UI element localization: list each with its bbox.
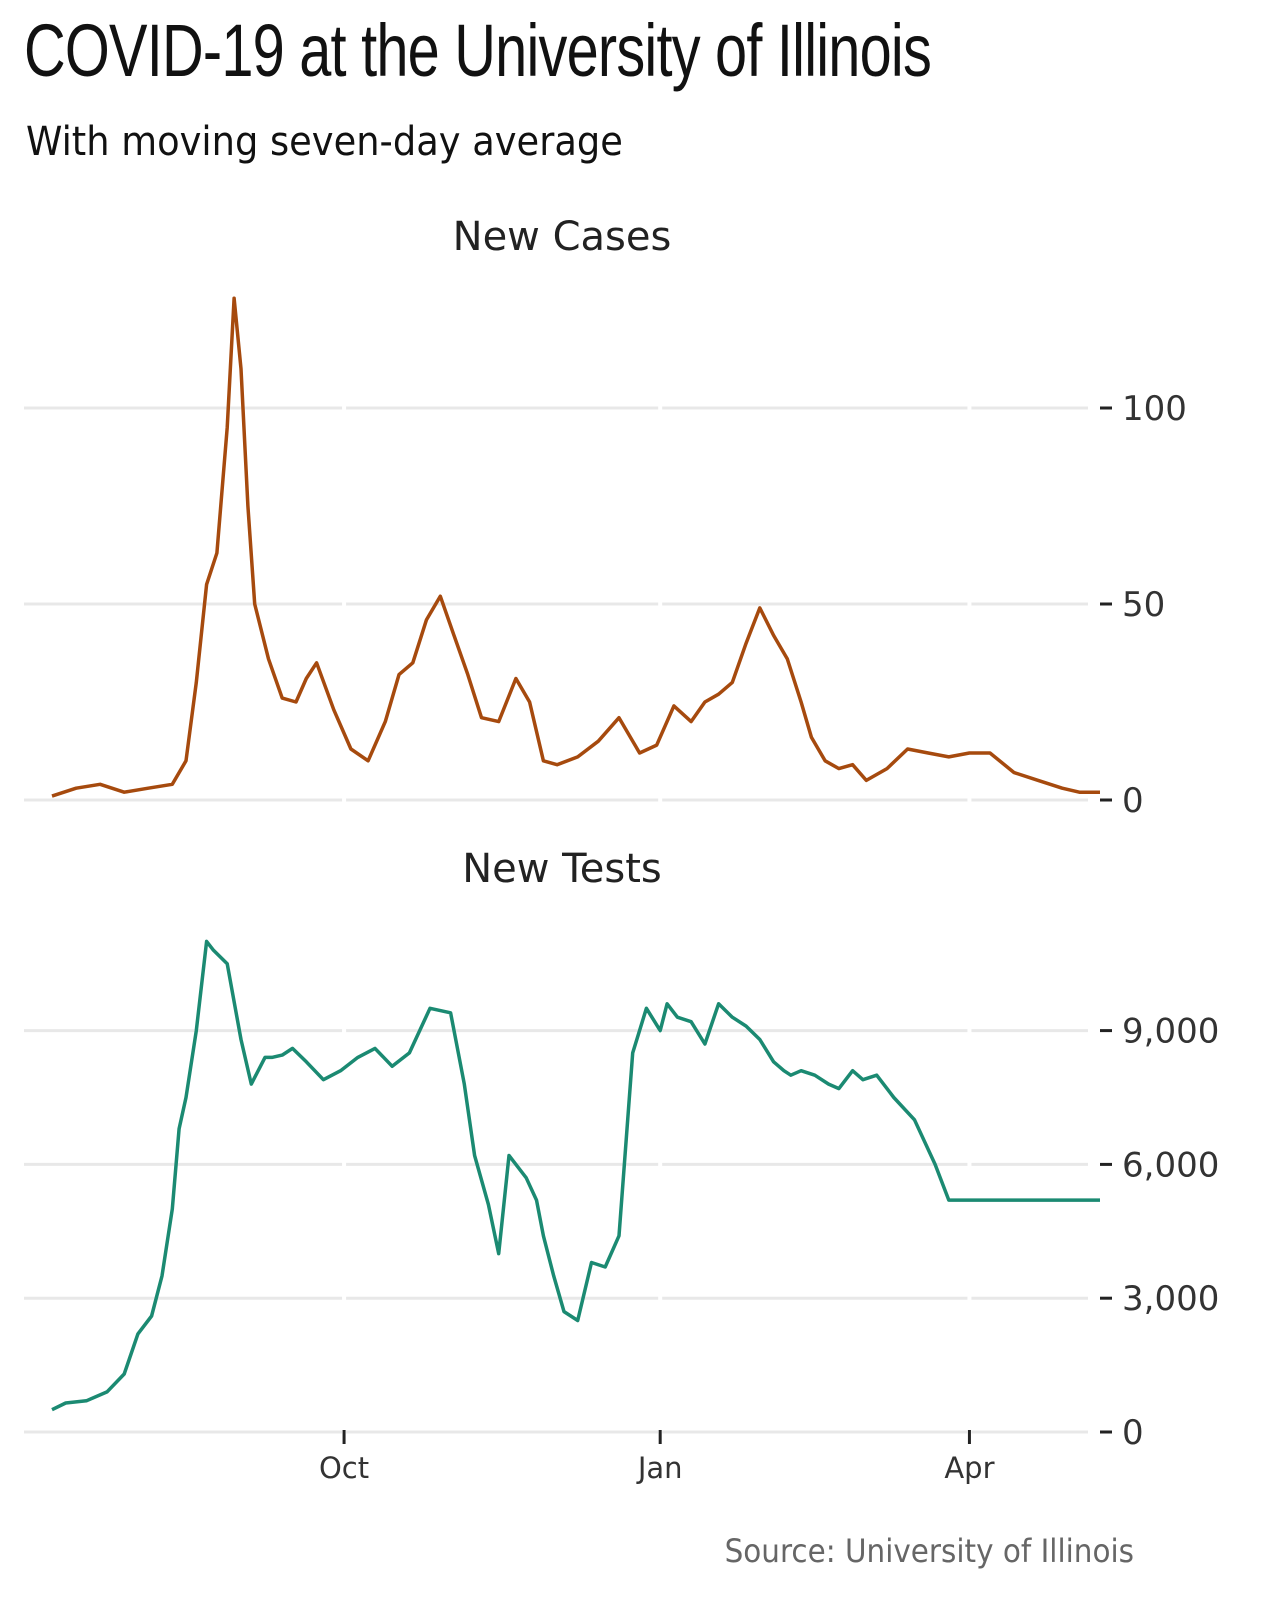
x-tick-label-1: Jan [636,1451,683,1485]
y-tick-label-1-0: 0 [1122,1413,1144,1453]
panel-title-0: New Cases [453,214,672,260]
y-tick-label-1-1: 3,000 [1122,1279,1219,1319]
panel-title-1: New Tests [462,846,662,892]
series-line-1 [51,939,1100,1412]
page-title: COVID-19 at the University of Illinois [24,9,932,92]
page-subtitle: With moving seven-day average [26,119,623,165]
series-line-0 [51,296,1100,798]
y-tick-label-0-2: 100 [1122,389,1187,429]
x-tick-label-0: Oct [319,1451,369,1485]
y-tick-label-1-2: 6,000 [1122,1145,1219,1185]
source-note: Source: University of Illinois [724,1532,1134,1570]
y-tick-label-0-0: 0 [1122,781,1144,821]
x-tick-label-2: Apr [944,1451,994,1485]
y-tick-label-0-1: 50 [1122,585,1165,625]
y-tick-label-1-3: 9,000 [1122,1012,1219,1052]
